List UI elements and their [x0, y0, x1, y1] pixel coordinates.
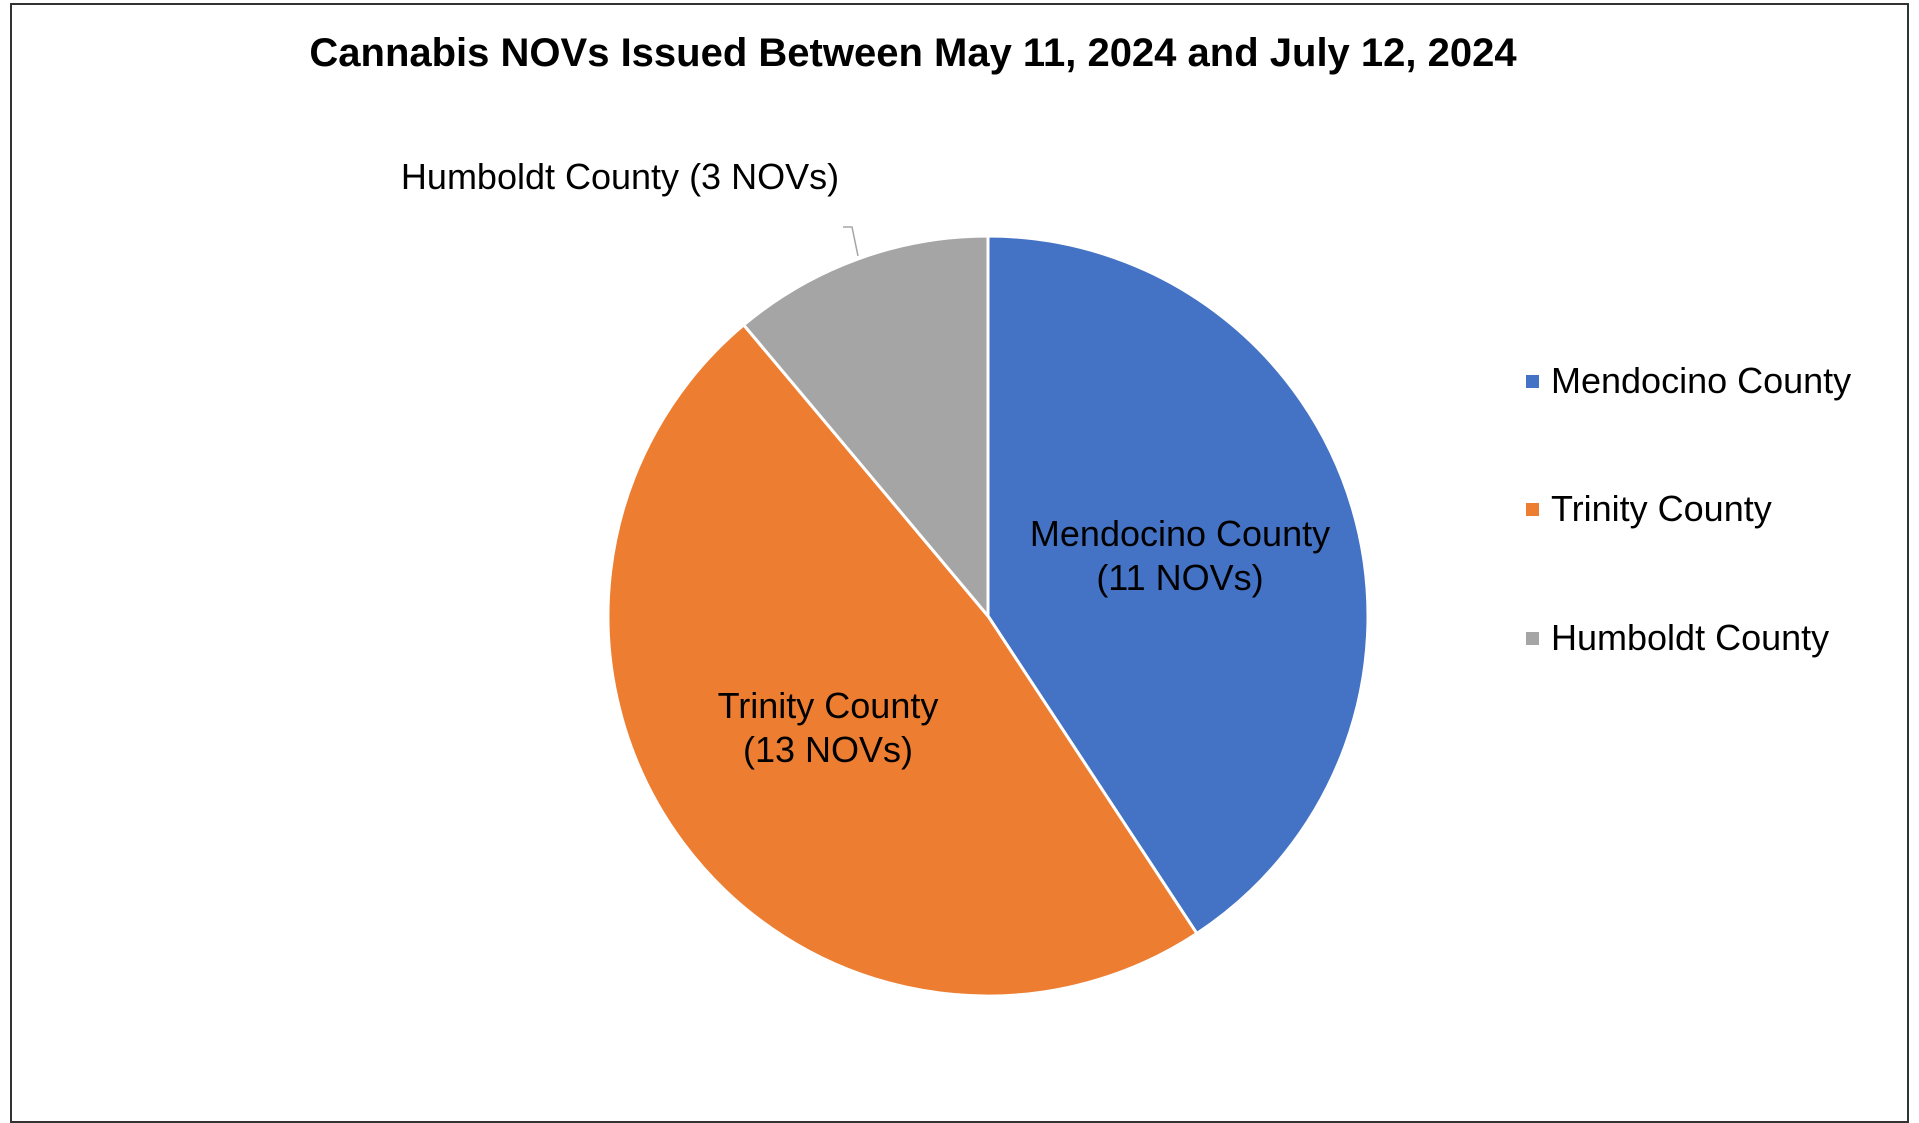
data-label-mendocino-line: Mendocino County	[1030, 513, 1330, 554]
data-label-trinity: Trinity County (13 NOVs)	[718, 685, 939, 770]
chart-title: Cannabis NOVs Issued Between May 11, 202…	[309, 31, 1517, 75]
legend-swatch-mendocino	[1526, 374, 1539, 388]
data-label-humboldt: Humboldt County (3 NOVs)	[401, 156, 839, 197]
data-label-trinity-line: Trinity County	[718, 685, 939, 726]
legend-swatch-trinity	[1526, 502, 1539, 516]
legend-label-trinity: Trinity County	[1551, 488, 1772, 529]
humboldt-leader-line	[843, 226, 859, 257]
data-label-trinity-line: (13 NOVs)	[743, 729, 913, 770]
legend-item-trinity: Trinity County	[1526, 488, 1772, 530]
data-label-humboldt-line: Humboldt County (3 NOVs)	[401, 156, 839, 197]
data-label-mendocino: Mendocino County (11 NOVs)	[1030, 513, 1330, 598]
legend-swatch-humboldt	[1526, 631, 1539, 645]
pie-slice-trinity	[606, 322, 1199, 998]
data-label-mendocino-line: (11 NOVs)	[1096, 557, 1263, 598]
legend-item-humboldt: Humboldt County	[1526, 617, 1829, 659]
legend-label-mendocino: Mendocino County	[1551, 360, 1852, 401]
pie-slice-humboldt	[741, 234, 990, 621]
pie-chart: Mendocino County (11 NOVs)Trinity County(…	[401, 156, 1370, 998]
legend-label-humboldt: Humboldt County	[1551, 617, 1830, 658]
legend-item-mendocino: Mendocino County	[1526, 360, 1851, 402]
